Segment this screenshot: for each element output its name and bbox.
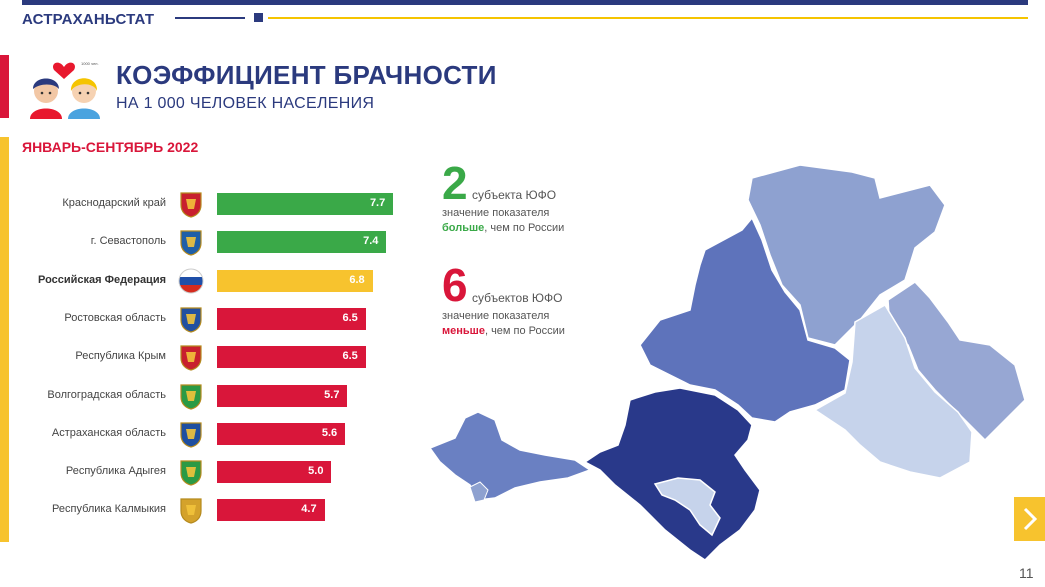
coat-of-arms-icon bbox=[180, 192, 202, 218]
period-label: ЯНВАРЬ-СЕНТЯБРЬ 2022 bbox=[22, 139, 199, 155]
above-line2: больше, чем по России bbox=[442, 222, 564, 234]
region-label: Республика Калмыкия bbox=[52, 503, 166, 516]
below-line2: меньше, чем по России bbox=[442, 325, 565, 337]
bar: 7.7 bbox=[217, 193, 394, 215]
region-label: Волгоградская область bbox=[47, 388, 166, 401]
org-name: АСТРАХАНЬСТАТ bbox=[22, 11, 155, 28]
header-square bbox=[254, 13, 263, 22]
map-astrakhan bbox=[887, 281, 1026, 442]
chevron-right-icon bbox=[1023, 507, 1038, 531]
region-label: Республика Крым bbox=[75, 350, 166, 363]
above-title: субъекта ЮФО bbox=[472, 188, 557, 202]
left-accent-yellow bbox=[0, 137, 9, 542]
heart-icon bbox=[53, 62, 75, 79]
bar-value-label: 7.4 bbox=[363, 235, 379, 248]
bar-value-label: 5.0 bbox=[308, 465, 324, 478]
region-label: Ростовская область bbox=[64, 311, 166, 324]
next-slide-button[interactable] bbox=[1014, 497, 1045, 541]
above-rest: , чем по России bbox=[484, 222, 565, 234]
bar-value-label: 7.7 bbox=[369, 197, 386, 209]
coat-of-arms-icon bbox=[180, 230, 202, 256]
map-volgograd bbox=[747, 164, 946, 346]
bar: 6.5 bbox=[217, 346, 366, 369]
region-map bbox=[428, 164, 1026, 561]
couple-illustration: 1000 чел. bbox=[30, 61, 100, 119]
left-accent-red bbox=[0, 55, 9, 118]
coat-of-arms-icon bbox=[180, 345, 202, 371]
page-title: КОЭФФИЦИЕНТ БРАЧНОСТИ bbox=[116, 60, 497, 90]
bar-value-label: 6.8 bbox=[349, 273, 365, 286]
above-highlight: больше bbox=[442, 222, 485, 234]
above-line1: значение показателя bbox=[442, 207, 550, 219]
region-label: Краснодарский край bbox=[62, 197, 166, 209]
above-count: 2 bbox=[442, 157, 468, 209]
map-sevastopol bbox=[469, 481, 489, 503]
illustration-caption: 1000 чел. bbox=[81, 61, 99, 66]
header-line-yellow bbox=[268, 17, 1028, 19]
bar: 5.7 bbox=[217, 384, 348, 407]
coat-of-arms-icon bbox=[180, 307, 202, 333]
coat-of-arms-icon bbox=[180, 460, 202, 486]
region-label: Астраханская область bbox=[51, 426, 166, 439]
bar: 5.6 bbox=[217, 422, 346, 445]
russia-flag-icon bbox=[178, 268, 204, 294]
bar-value-label: 5.7 bbox=[324, 388, 340, 401]
map-krasnodar bbox=[583, 387, 761, 561]
bar: 4.7 bbox=[217, 499, 325, 522]
bar-value-label: 6.5 bbox=[342, 350, 358, 363]
below-highlight: меньше bbox=[442, 325, 485, 337]
region-label: Республика Адыгея bbox=[65, 465, 166, 478]
bar-value-label: 5.6 bbox=[321, 426, 338, 439]
map-crimea bbox=[428, 411, 592, 501]
page-subtitle: НА 1 000 ЧЕЛОВЕК НАСЕЛЕНИЯ bbox=[116, 95, 375, 112]
below-rest: , чем по России bbox=[484, 325, 565, 337]
coat-of-arms-icon bbox=[180, 498, 202, 525]
map-kalmykia bbox=[813, 303, 973, 479]
below-line1: значение показателя bbox=[442, 310, 550, 322]
header-line bbox=[175, 17, 245, 19]
coat-of-arms-icon bbox=[180, 383, 202, 410]
bar: 6.5 bbox=[217, 307, 366, 330]
page-number: 11 bbox=[1019, 565, 1034, 581]
bar-value-label: 6.5 bbox=[342, 311, 358, 324]
map-adygea bbox=[653, 477, 721, 537]
bar: 6.8 bbox=[217, 269, 373, 292]
region-label: г. Севастополь bbox=[90, 235, 166, 248]
below-count: 6 bbox=[442, 259, 468, 311]
below-title: субъектов ЮФО bbox=[472, 291, 563, 305]
top-bar bbox=[22, 0, 1028, 5]
map-rostov bbox=[639, 216, 851, 423]
bar: 7.4 bbox=[217, 231, 387, 254]
region-label: Российская Федерация bbox=[38, 273, 166, 286]
bar-value-label: 4.7 bbox=[301, 503, 317, 516]
coat-of-arms-icon bbox=[180, 422, 202, 448]
bar: 5.0 bbox=[217, 461, 332, 484]
